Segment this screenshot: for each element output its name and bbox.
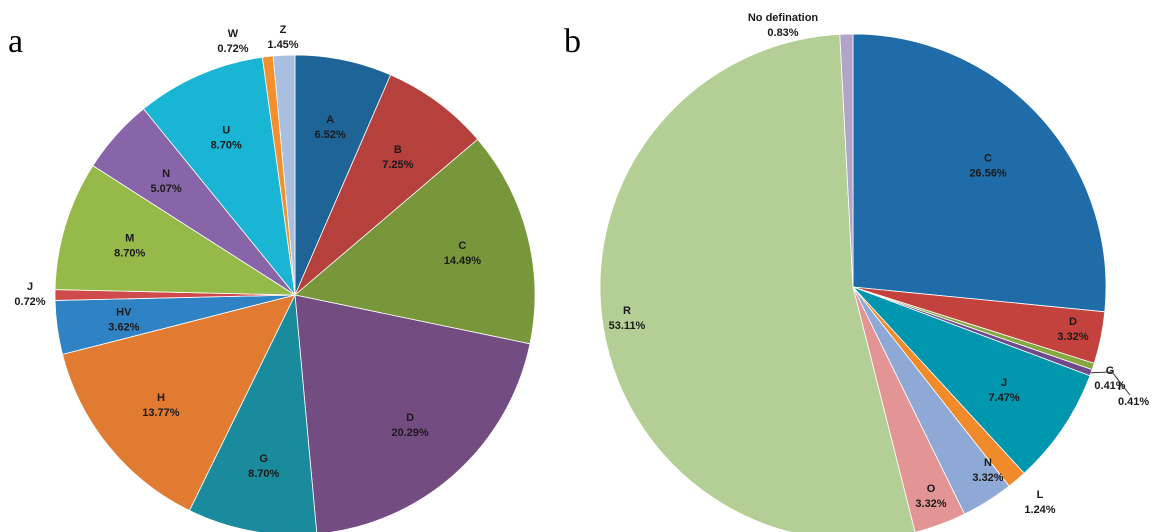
pie-a-label-value-hv: 3.62% xyxy=(108,321,139,333)
pie-a-label-value-z: 1.45% xyxy=(267,39,298,51)
pie-a-label-value-w: 0.72% xyxy=(217,43,248,55)
pie-b-slice-c xyxy=(852,33,1107,313)
pie-b-label-name-l: L xyxy=(1037,489,1044,501)
pie-b-label-name-no-defination: No defination xyxy=(748,12,819,24)
pie-b-label-name-o: O xyxy=(927,483,936,495)
pie-b-label-name-i: I xyxy=(1118,381,1121,393)
pie-a-label-value-g: 8.70% xyxy=(248,468,279,480)
pie-a-label-name-d: D xyxy=(406,412,414,424)
pie-b-label-name-g: G xyxy=(1106,365,1115,377)
pie-a-slice-c xyxy=(294,138,536,345)
pie-a-slice-h xyxy=(61,294,296,512)
pie-b-slice-r xyxy=(599,33,916,532)
pie-a-label-name-j: J xyxy=(27,281,33,293)
pie-b-label-value-l: 1.24% xyxy=(1024,504,1055,516)
pie-a-label-value-b: 7.25% xyxy=(382,159,413,171)
pie-b-label-name-j: J xyxy=(1001,377,1007,389)
pie-a-label-name-b: B xyxy=(394,144,402,156)
pie-b-label-value-d: 3.32% xyxy=(1057,331,1088,343)
pie-a-label-value-j: 0.72% xyxy=(14,296,45,308)
pie-a-slice-g xyxy=(188,293,318,532)
pie-b-label-value-n: 3.32% xyxy=(972,472,1003,484)
pie-b-label-name-n: N xyxy=(984,457,992,469)
pie-a-label-value-c: 14.49% xyxy=(444,255,482,267)
pie-a-slice-b xyxy=(294,74,479,296)
pie-b-label-value-o: 3.32% xyxy=(915,498,946,510)
pie-a-label-name-hv: HV xyxy=(116,306,132,318)
pie-a-label-name-g: G xyxy=(259,453,268,465)
pie-b-label-name-c: C xyxy=(984,153,992,165)
pie-a-label-value-h: 13.77% xyxy=(142,407,180,419)
pie-b-slice-o xyxy=(852,286,966,532)
pie-a-label-name-a: A xyxy=(326,114,334,126)
pie-b-leader-i xyxy=(1091,371,1131,396)
pie-a-slice-d xyxy=(294,294,531,532)
panel-label-b: b xyxy=(564,23,581,60)
pie-b-label-value-j: 7.47% xyxy=(988,392,1019,404)
pie-b-label-name-r: R xyxy=(623,305,631,317)
pie-b-label-value-g: 0.41% xyxy=(1094,380,1125,392)
pie-a-slice-u xyxy=(142,56,296,297)
pie-a-label-value-a: 6.52% xyxy=(315,129,346,141)
pie-b-slice-j xyxy=(852,286,1091,474)
pie-a-label-name-m: M xyxy=(125,233,134,245)
pie-a-label-name-z: Z xyxy=(280,24,287,36)
pie-b-label-value-i: 0.41% xyxy=(1118,396,1149,408)
pie-chart-a: A 6.52% B 7.25% C 14.49% D 20.29% G 8.70% H 13.77% H… xyxy=(14,24,536,532)
pie-a-slice-z xyxy=(272,54,296,296)
pie-b-label-name-d: D xyxy=(1069,316,1077,328)
panel-label-a: a xyxy=(8,23,23,60)
pie-a-label-name-n: N xyxy=(162,168,170,180)
pie-b-label-value-r: 53.11% xyxy=(609,320,646,332)
pie-b-label-value-c: 26.56% xyxy=(969,168,1007,180)
pie-chart-b: C26.56%D3.32%G0.41%I0.41%J7.47%L1.24%N3.… xyxy=(599,12,1149,532)
pie-b-label-value-no-defination: 0.83% xyxy=(767,27,798,39)
pie-a-label-value-d: 20.29% xyxy=(391,427,429,439)
pie-a-label-name-c: C xyxy=(458,240,466,252)
pie-a-label-value-m: 8.70% xyxy=(114,248,145,260)
pie-a-label-name-w: W xyxy=(228,28,239,40)
pie-a-label-value-n: 5.07% xyxy=(150,183,181,195)
pie-a-slice-m xyxy=(54,165,297,296)
pie-b-slice-no-defination xyxy=(839,33,854,288)
pie-a-label-name-h: H xyxy=(157,392,165,404)
pie-a-label-name-u: U xyxy=(222,124,230,136)
pie-a-label-value-u: 8.70% xyxy=(211,139,242,151)
